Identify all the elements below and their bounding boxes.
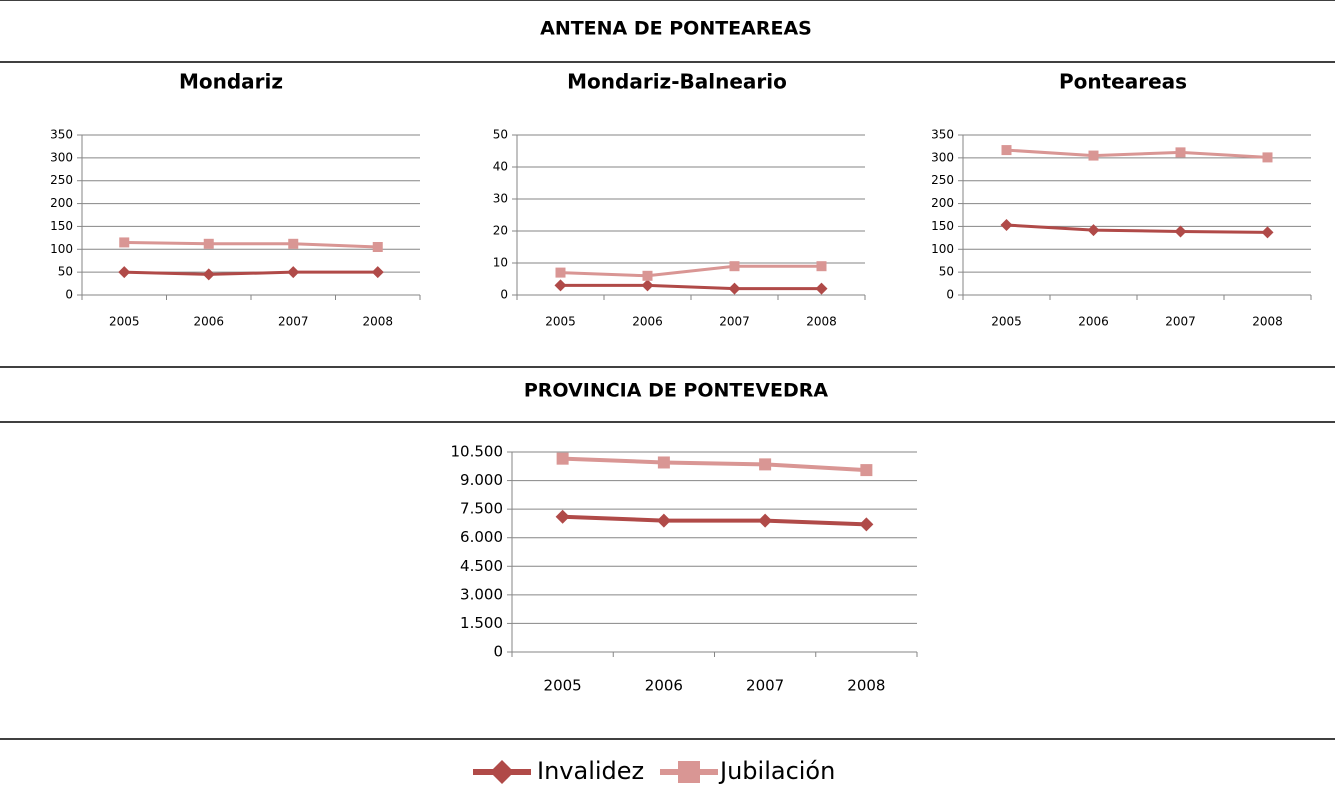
y-tick-label: 50 [493,128,508,142]
marker [1088,150,1099,161]
x-tick-label: 2006 [632,315,663,329]
x-tick-label: 2005 [991,315,1022,329]
y-tick-label: 300 [931,150,954,164]
x-tick-label: 2008 [362,315,393,329]
y-tick-label: 20 [493,224,508,238]
y-tick-label: 300 [50,150,73,164]
marker [860,464,873,477]
y-tick-label: 250 [50,173,73,187]
marker [656,513,671,528]
marker [678,761,700,783]
marker [287,266,300,279]
y-tick-label: 3.000 [460,585,503,603]
section-heading: ANTENA DE PONTEAREAS [540,18,812,40]
marker [1175,147,1186,158]
marker [657,456,670,469]
y-tick-label: 0 [65,288,73,302]
x-tick-label: 2006 [645,677,683,695]
y-tick-label: 100 [50,242,73,256]
y-tick-label: 150 [931,219,954,233]
y-tick-label: 350 [931,128,954,142]
y-tick-label: 40 [493,160,508,174]
series-line [124,240,378,249]
marker [641,279,654,292]
x-tick-label: 2007 [278,315,309,329]
y-tick-label: 1.500 [460,614,503,632]
section-heading: PROVINCIA DE PONTEVEDRA [524,380,829,402]
y-tick-label: 30 [493,192,508,206]
x-tick-label: 2006 [1078,315,1109,329]
chart-title: Ponteareas [1059,70,1187,94]
marker [1174,225,1187,238]
marker [816,261,827,272]
y-tick-label: 200 [50,196,73,210]
marker [288,238,299,249]
y-tick-label: 350 [50,128,73,142]
series-line [1006,148,1268,159]
y-tick-label: 4.500 [460,557,503,575]
series-line [1006,223,1268,234]
series-line [562,456,867,473]
marker [1001,145,1012,156]
y-tick-label: 10.500 [451,443,504,461]
x-tick-label: 2005 [544,677,582,695]
y-tick-label: 10 [493,256,508,270]
legend-label: Invalidez [537,757,644,785]
y-tick-label: 50 [939,265,954,279]
chart-title: Mondariz-Balneario [567,70,787,94]
x-tick-label: 2005 [545,315,576,329]
y-tick-label: 0 [493,643,503,661]
y-tick-label: 100 [931,242,954,256]
marker [490,760,514,784]
marker [1087,224,1100,237]
x-tick-label: 2007 [719,315,750,329]
series-line [124,270,378,276]
y-tick-label: 9.000 [460,471,503,489]
marker [372,242,383,252]
x-tick-label: 2007 [746,677,784,695]
marker [554,279,567,292]
series-line [560,264,822,278]
marker [555,509,570,524]
marker [815,282,828,295]
marker [1000,219,1013,232]
marker [371,266,384,279]
marker [203,238,214,249]
marker [202,268,215,281]
marker [556,452,569,465]
x-tick-label: 2005 [109,315,140,329]
x-tick-label: 2006 [193,315,224,329]
marker [759,458,772,471]
x-tick-label: 2008 [1252,315,1283,329]
marker [119,237,130,248]
series-line [562,514,867,527]
marker [118,266,131,279]
heading-box [0,366,1335,423]
x-tick-label: 2008 [847,677,885,695]
marker [1261,226,1274,239]
marker [758,513,773,528]
marker [729,261,740,272]
marker [555,267,566,278]
marker [642,270,653,281]
y-tick-label: 200 [931,196,954,210]
heading-box [0,0,1335,63]
x-tick-label: 2008 [806,315,837,329]
chart-title: Mondariz [179,70,283,94]
y-tick-label: 50 [58,265,73,279]
marker [859,517,874,532]
x-tick-label: 2007 [1165,315,1196,329]
series-line [560,283,822,291]
marker [1262,152,1273,163]
y-tick-label: 7.500 [460,500,503,518]
y-tick-label: 6.000 [460,528,503,546]
legend-label: Jubilación [718,757,835,785]
y-tick-label: 0 [500,288,508,302]
y-tick-label: 150 [50,219,73,233]
y-tick-label: 250 [931,173,954,187]
y-tick-label: 0 [946,288,954,302]
marker [728,282,741,295]
